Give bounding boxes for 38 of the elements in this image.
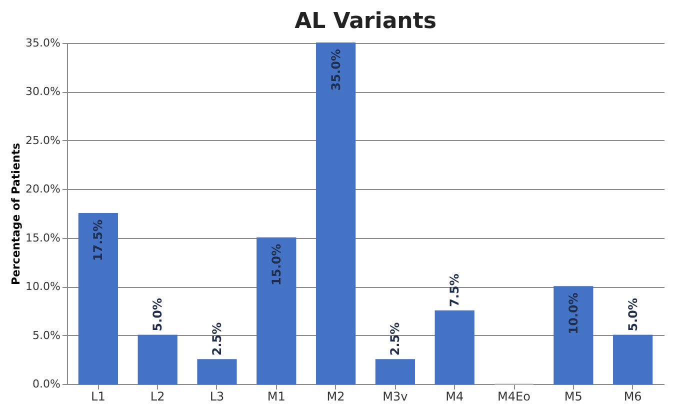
bar bbox=[434, 310, 474, 384]
bar bbox=[138, 334, 178, 384]
x-tick-label: L3 bbox=[210, 390, 224, 404]
bar bbox=[613, 334, 653, 384]
y-tick-label: 25.0% bbox=[26, 134, 60, 147]
x-tick-label: L1 bbox=[91, 390, 106, 404]
y-tick-label: 15.0% bbox=[26, 231, 60, 244]
bar bbox=[375, 359, 416, 384]
data-label: 7.5% bbox=[448, 274, 462, 307]
bar bbox=[554, 286, 594, 384]
x-tick-label: M4 bbox=[446, 390, 464, 404]
y-tick-label: 20.0% bbox=[26, 182, 60, 196]
bar bbox=[316, 42, 356, 384]
data-label: 15.0% bbox=[269, 244, 284, 286]
y-tick-label: 5.0% bbox=[32, 328, 60, 342]
x-tick-label: L2 bbox=[150, 390, 165, 404]
bar bbox=[78, 213, 118, 384]
y-tick-label: 35.0% bbox=[26, 36, 60, 50]
y-tick-label: 0.0% bbox=[32, 378, 60, 390]
data-label: 2.5% bbox=[210, 322, 224, 356]
x-tick-label: M5 bbox=[564, 390, 582, 404]
x-tick-label: M4Eo bbox=[498, 390, 530, 404]
chart-title: AL Variants bbox=[294, 9, 436, 34]
data-label: 17.5% bbox=[91, 220, 106, 262]
y-tick-label: 10.0% bbox=[26, 280, 60, 294]
x-tick-label: M1 bbox=[267, 390, 286, 404]
y-tick-label: 30.0% bbox=[26, 85, 60, 98]
data-label: 2.5% bbox=[388, 322, 402, 356]
bar bbox=[197, 359, 237, 384]
data-label: 5.0% bbox=[626, 298, 640, 332]
data-label: 10.0% bbox=[566, 292, 580, 334]
x-tick-label: M6 bbox=[624, 390, 642, 404]
x-tick-label: M3v bbox=[382, 390, 408, 404]
data-label: 5.0% bbox=[150, 298, 165, 332]
x-tick-label: M2 bbox=[326, 390, 345, 404]
bar bbox=[256, 237, 296, 384]
data-label: 35.0% bbox=[328, 49, 343, 91]
y-axis-title: Percentage of Patients bbox=[10, 142, 23, 286]
